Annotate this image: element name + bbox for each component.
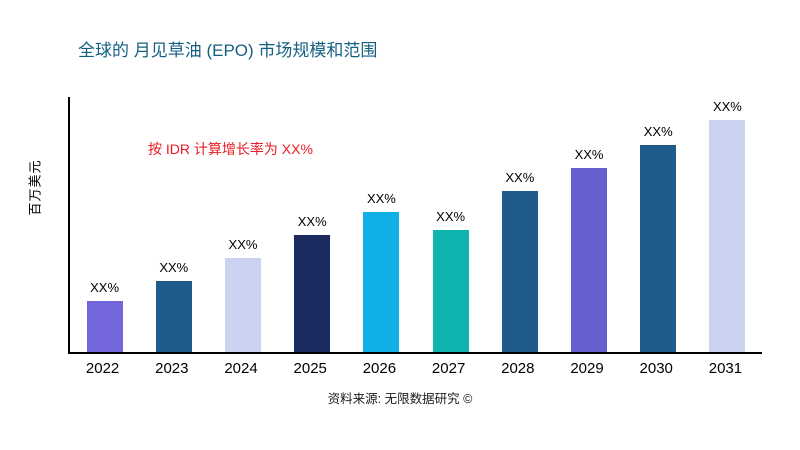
x-tick-label: 2025 <box>293 360 327 377</box>
bar-group-2026: XX% <box>347 97 416 352</box>
bar-value-label: XX% <box>643 124 673 139</box>
x-tick-label: 2022 <box>85 360 120 377</box>
bar-2027 <box>432 230 469 352</box>
bar-2029 <box>571 168 608 352</box>
bar-value-label: XX% <box>505 170 535 185</box>
bars-container: XX% XX% XX% XX% XX% XX% XX% XX% XX% XX% <box>70 97 762 352</box>
bar-group-2025: XX% <box>278 97 347 352</box>
x-tick-label: 2026 <box>362 360 397 377</box>
bar-group-2022: XX% <box>70 97 139 352</box>
bar-value-label: XX% <box>228 237 258 252</box>
bar-2023 <box>155 281 192 352</box>
x-tick-label: 2029 <box>570 360 604 377</box>
x-tick-label: 2024 <box>224 360 258 377</box>
bar-group-2031: XX% <box>693 97 762 352</box>
bar-value-label: XX% <box>297 214 327 229</box>
x-tick-label: 2023 <box>155 360 189 377</box>
growth-annotation: 按 IDR 计算增长率为 XX% <box>148 141 313 157</box>
x-tick-label: 2030 <box>639 360 673 377</box>
x-axis-labels: 2022 2023 2024 2025 2026 2027 2028 2029 2030 2031 <box>68 360 760 377</box>
bar-value-label: XX% <box>712 99 742 114</box>
bar-2026 <box>363 212 400 352</box>
bar-group-2030: XX% <box>624 97 693 352</box>
bar-2024 <box>225 258 261 352</box>
x-tick-label: 2028 <box>501 360 535 377</box>
bar-2028 <box>501 191 538 352</box>
bar-group-2029: XX% <box>554 97 623 352</box>
bar-group-2028: XX% <box>485 97 554 352</box>
y-axis-label: 百万美元 <box>27 159 43 216</box>
bar-2025 <box>294 235 331 352</box>
bar-2022 <box>86 301 123 352</box>
chart-title: 全球的 月见草油 (EPO) 市场规模和范围 <box>78 41 378 60</box>
bar-2031 <box>709 120 746 352</box>
bar-2030 <box>640 145 677 352</box>
bar-value-label: XX% <box>574 147 604 162</box>
source-caption: 资料来源: 无限数据研究 © <box>327 392 473 406</box>
bar-value-label: XX% <box>366 191 396 206</box>
bar-value-label: XX% <box>159 260 189 275</box>
bar-value-label: XX% <box>90 280 120 295</box>
plot-area: 按 IDR 计算增长率为 XX% XX% XX% XX% XX% XX% XX% XX% XX… <box>68 97 762 354</box>
bar-group-2023: XX% <box>139 97 208 352</box>
x-tick-label: 2031 <box>708 360 743 377</box>
bar-value-label: XX% <box>436 209 466 224</box>
bar-group-2024: XX% <box>208 97 277 352</box>
x-tick-label: 2027 <box>431 360 466 377</box>
bar-group-2027: XX% <box>416 97 485 352</box>
